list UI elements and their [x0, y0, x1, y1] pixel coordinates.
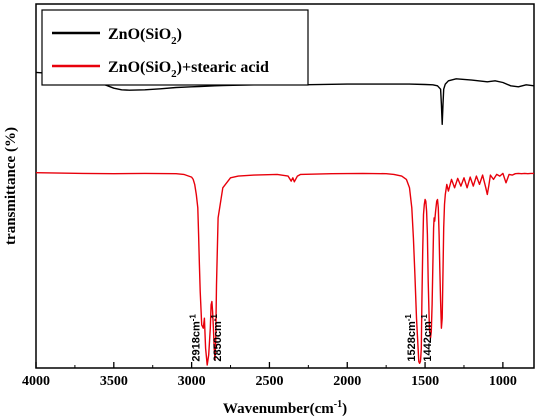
plot-frame: [35, 3, 535, 369]
y-axis-label: transmittance (%): [3, 127, 19, 245]
legend-label-1: ZnO(SiO2): [108, 26, 182, 47]
series-group: [35, 71, 535, 366]
legend-box: [41, 9, 309, 86]
x-tick-label: 1000: [489, 374, 517, 389]
peak-label: 1442cm-1: [420, 314, 434, 362]
x-tick-label: 1500: [411, 374, 439, 389]
x-tick-label: 2000: [333, 374, 361, 389]
peak-label: 2918cm-1: [188, 314, 202, 362]
x-tick-label: 4000: [22, 374, 50, 389]
peak-label: 2850cm-1: [210, 314, 224, 362]
x-axis-ticks: 4000 3500 3000 2500 2000 1500 1000: [22, 362, 517, 389]
peak-label: 1528cm-1: [404, 314, 418, 362]
legend: ZnO(SiO2) ZnO(SiO2)+stearic acid: [41, 9, 309, 86]
x-axis-label: Wavenumber(cm-1): [223, 399, 347, 417]
legend-label-2: ZnO(SiO2)+stearic acid: [108, 59, 269, 80]
series-line-2: [35, 172, 534, 366]
x-tick-label: 2500: [255, 374, 283, 389]
x-tick-label: 3000: [178, 374, 206, 389]
x-tick-label: 3500: [100, 374, 128, 389]
